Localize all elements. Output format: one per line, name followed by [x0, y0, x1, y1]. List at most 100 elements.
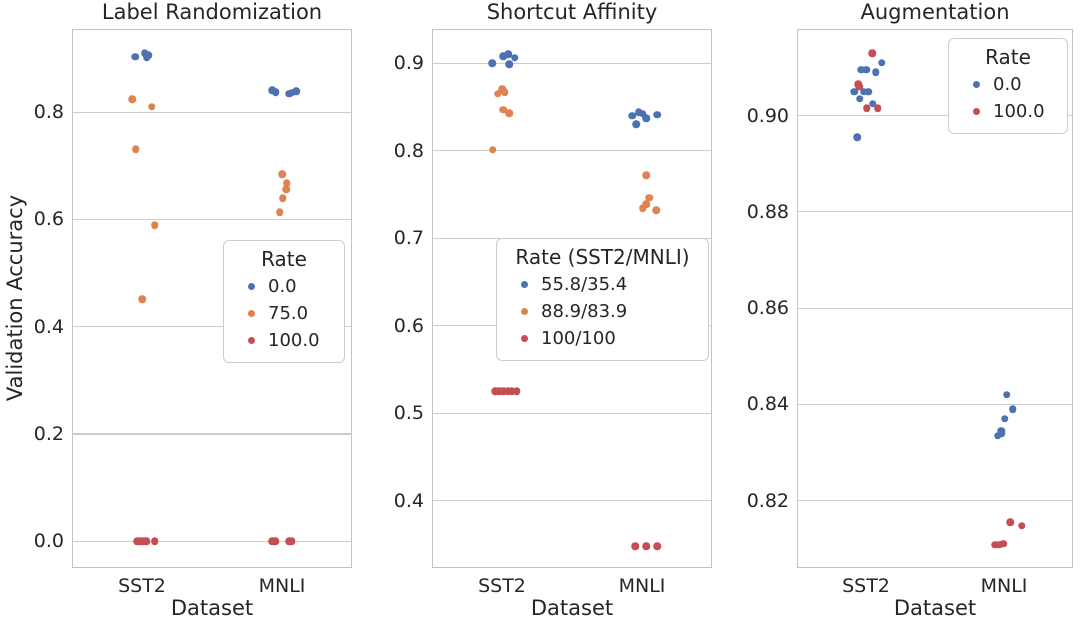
data-point [642, 200, 650, 208]
data-point [131, 145, 140, 153]
data-point [288, 537, 296, 545]
data-point [638, 204, 647, 213]
legend: Rate 0.0 100.0 [948, 38, 1068, 134]
legend-entry: 0.0 [234, 273, 334, 300]
legend-title: Rate [985, 45, 1031, 69]
y-tick-label: 0.4 [33, 315, 64, 338]
data-point [634, 108, 643, 116]
y-tick-label: 0.90 [746, 104, 789, 127]
gridline [432, 500, 712, 502]
data-point [631, 542, 639, 550]
legend-marker-icon [520, 335, 528, 342]
data-point [642, 171, 650, 179]
data-point [857, 66, 865, 74]
x-tick-label: MNLI [618, 575, 666, 597]
data-point [488, 59, 496, 67]
data-point [283, 179, 291, 188]
data-point [505, 109, 513, 117]
y-tick-label: 0.2 [33, 422, 64, 445]
data-point [645, 194, 653, 202]
legend-entry-label: 55.8/35.4 [541, 274, 628, 295]
data-point [1006, 518, 1014, 527]
legend-entry-label: 0.0 [993, 74, 1022, 95]
data-point [856, 95, 864, 103]
data-point [128, 95, 136, 103]
gridline [797, 115, 1073, 117]
data-point [1009, 405, 1017, 413]
data-point [642, 114, 650, 122]
legend: Rate 0.0 75.0 100.0 [223, 240, 345, 363]
data-point [642, 542, 650, 550]
data-point [495, 387, 503, 395]
legend-marker-icon [247, 283, 255, 290]
data-point [995, 541, 1003, 549]
panel-title-label-randomization: Label Randomization [101, 0, 323, 24]
data-point [862, 66, 870, 74]
legend-entry: 100.0 [959, 98, 1057, 125]
data-point [278, 170, 286, 179]
data-point [850, 87, 859, 96]
data-point [288, 89, 296, 97]
data-point [150, 221, 159, 230]
x-tick-label: MNLI [980, 575, 1028, 597]
data-point [499, 105, 508, 114]
y-tick-label: 0.4 [393, 489, 424, 512]
data-point [652, 206, 660, 214]
y-tick-label: 0.0 [33, 530, 64, 553]
y-tick-label: 0.88 [746, 200, 789, 223]
legend-marker-icon [247, 337, 255, 344]
data-point [878, 58, 886, 67]
data-point [862, 104, 871, 113]
gridline [432, 412, 712, 414]
y-tick-label: 0.5 [393, 402, 424, 425]
gridline [72, 111, 352, 113]
data-point [144, 51, 153, 60]
data-point [632, 120, 641, 129]
data-point [276, 208, 284, 217]
gridline [432, 62, 712, 64]
data-point [1000, 415, 1009, 423]
legend-entry-label: 0.0 [268, 276, 297, 297]
y-tick-label: 0.84 [746, 393, 789, 416]
data-point [860, 87, 868, 96]
data-point [271, 88, 280, 97]
legend-entry-label: 100/100 [541, 328, 616, 349]
data-point [998, 429, 1006, 437]
legend-entry: 100.0 [234, 327, 334, 354]
y-tick-label: 0.82 [746, 489, 789, 512]
legend: Rate (SST2/MNLI) 55.8/35.4 88.9/83.9 100/10… [496, 238, 709, 361]
legend-entry: 88.9/83.9 [507, 298, 698, 325]
data-point [282, 185, 290, 194]
data-point [653, 542, 662, 550]
legend-marker-icon [247, 310, 255, 317]
gridline [797, 307, 1073, 309]
y-tick-label: 0.8 [393, 139, 424, 162]
x-tick-label: MNLI [258, 575, 306, 597]
data-point [653, 111, 662, 119]
data-point [1018, 521, 1026, 530]
data-point [994, 431, 1002, 440]
legend-entry-label: 100.0 [993, 101, 1045, 122]
x-tick-label: SST2 [478, 575, 526, 597]
legend-marker-icon [520, 281, 528, 288]
legend-entry-label: 88.9/83.9 [541, 301, 628, 322]
data-point [142, 537, 150, 545]
legend-marker-icon [972, 108, 980, 115]
gridline [797, 211, 1073, 213]
data-point [864, 87, 872, 96]
gridline [797, 403, 1073, 405]
data-point [150, 537, 159, 545]
gridline [432, 150, 712, 152]
data-point [505, 60, 513, 68]
legend-marker-icon [520, 308, 528, 315]
data-point [628, 111, 636, 120]
data-point [991, 541, 999, 549]
data-point [873, 104, 882, 113]
data-point [1003, 391, 1011, 399]
legend-marker-icon [972, 81, 980, 88]
x-axis-label: Dataset [170, 596, 254, 620]
legend-title: Rate [261, 247, 307, 271]
x-tick-label: SST2 [842, 575, 890, 597]
legend-entry: 0.0 [959, 71, 1057, 98]
data-point [508, 387, 516, 395]
